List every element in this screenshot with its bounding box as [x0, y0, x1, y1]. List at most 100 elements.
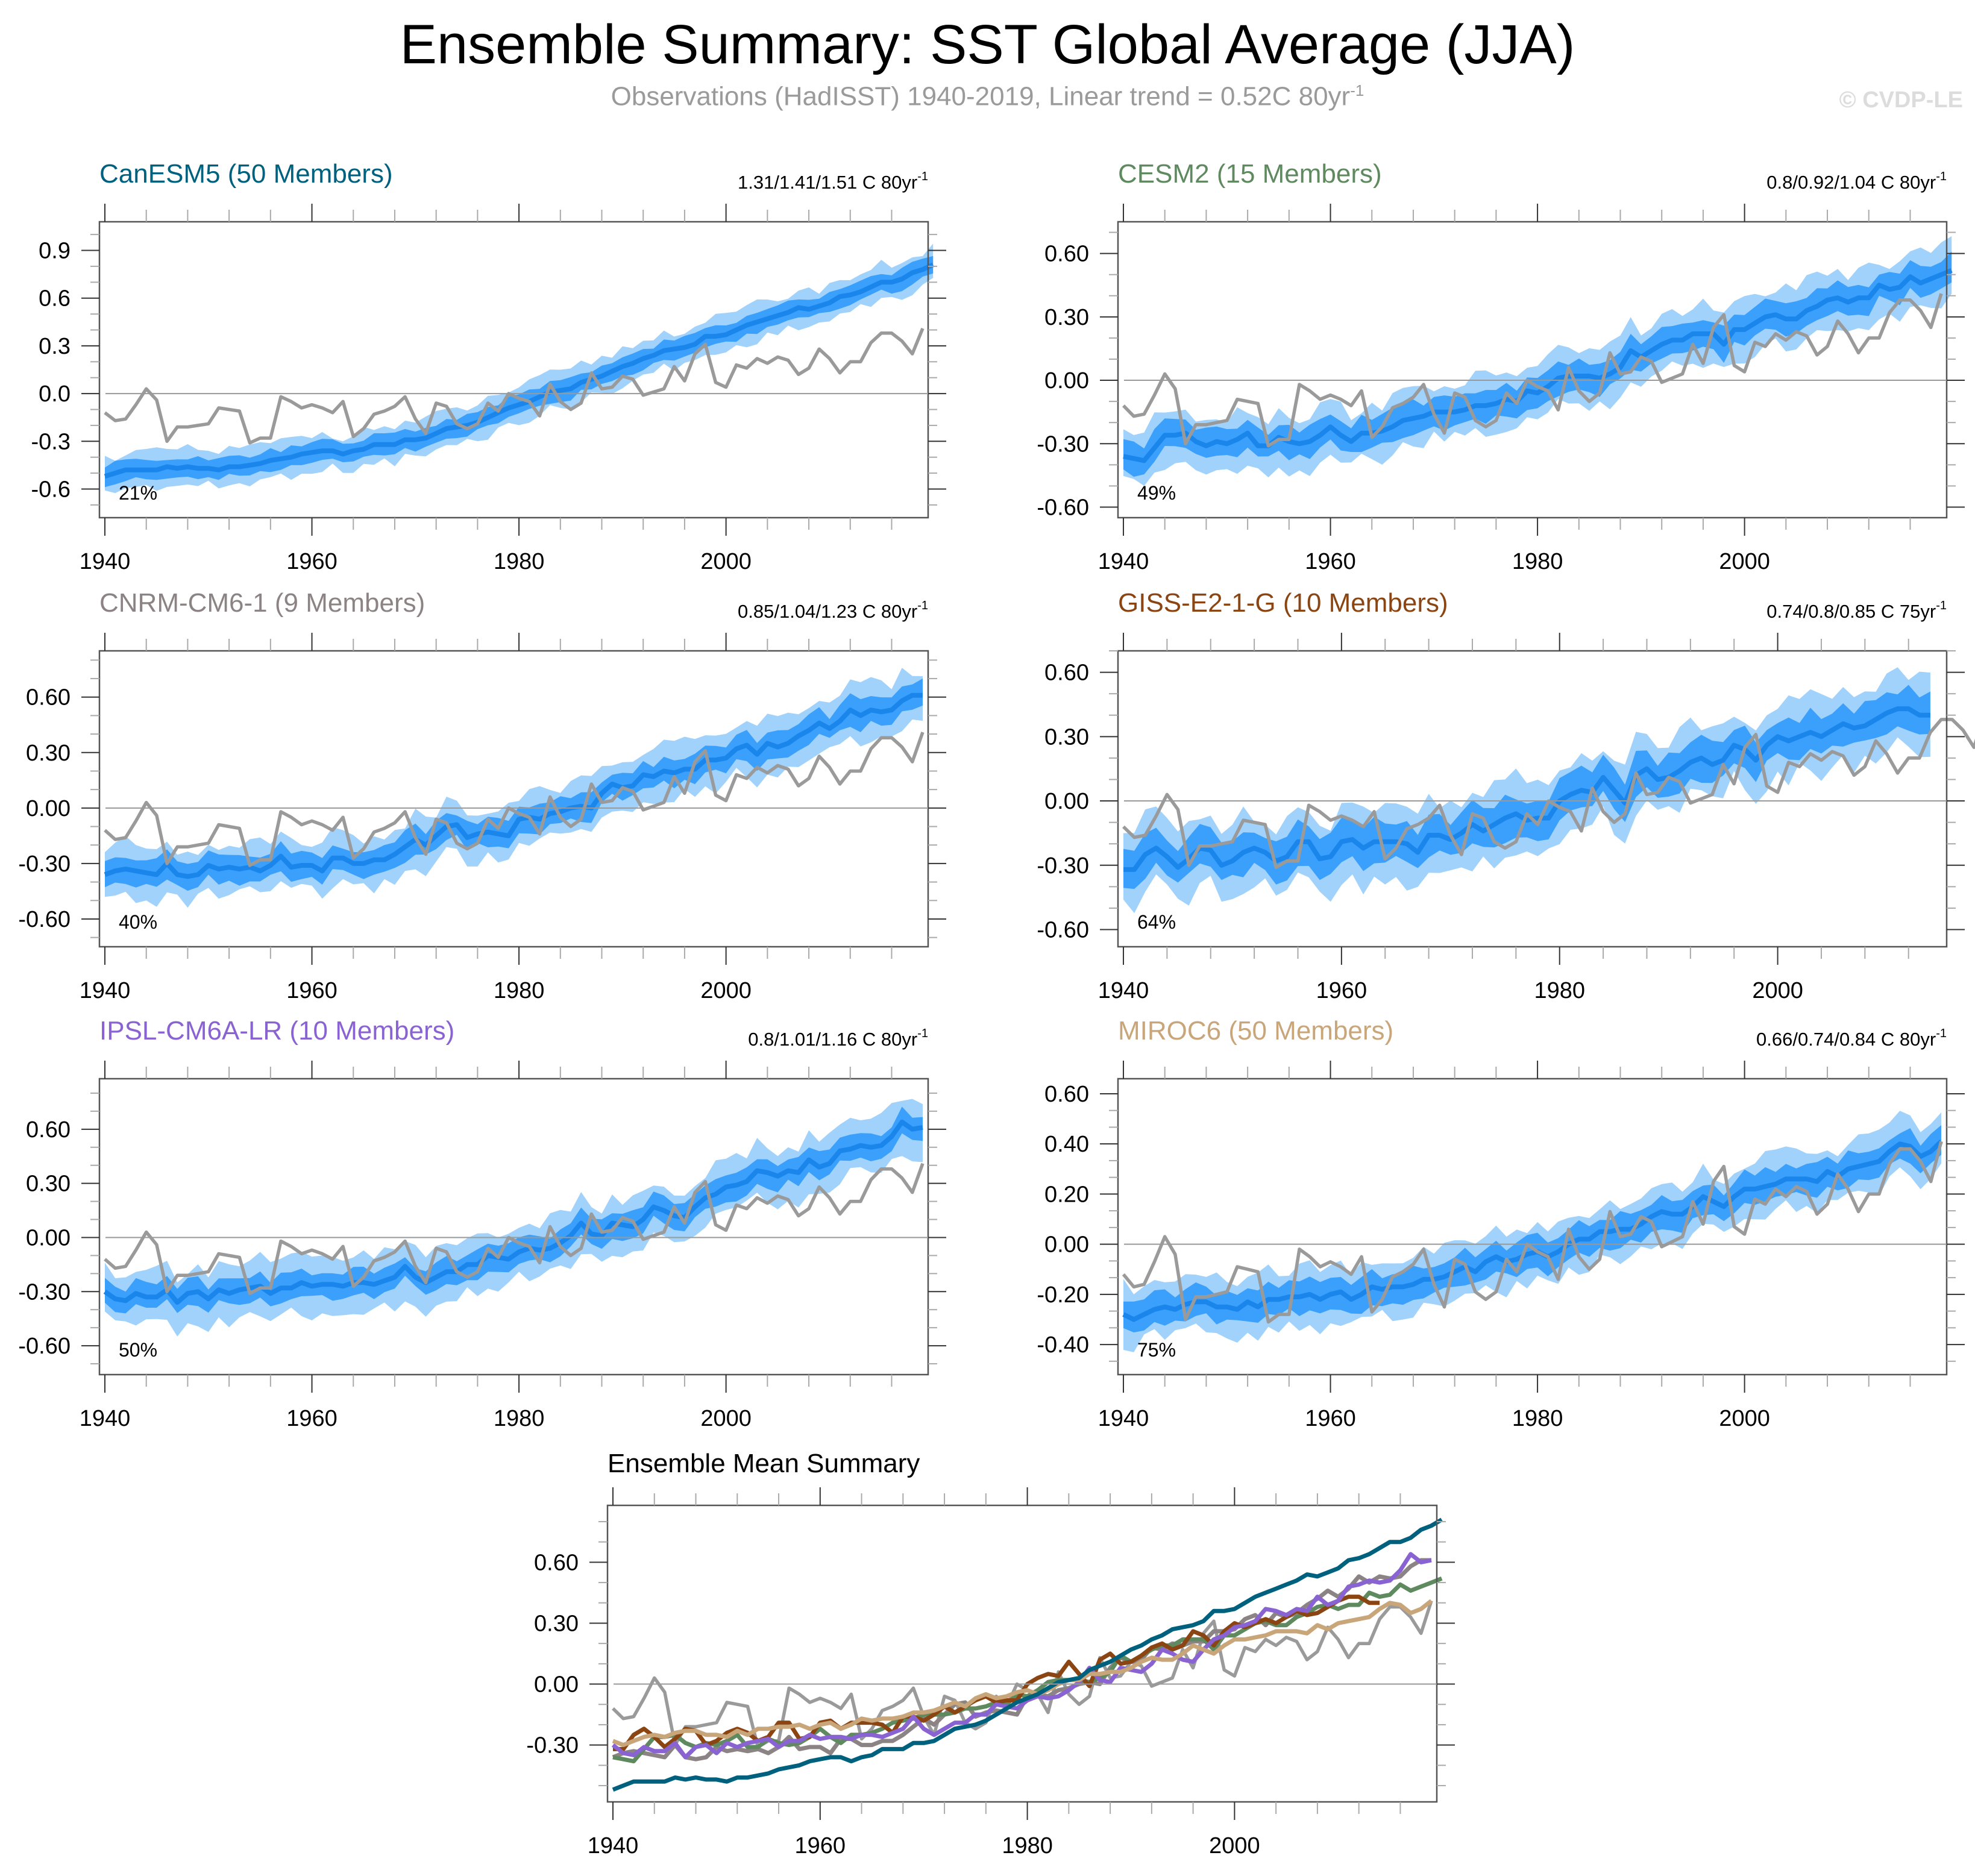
x-tick-label: 1960	[286, 549, 338, 574]
x-tick-label: 1960	[1305, 1406, 1356, 1431]
panel-title: CNRM-CM6-1 (9 Members)	[99, 588, 425, 618]
observations-line	[104, 327, 925, 445]
trend-superscript: -1	[1936, 170, 1947, 183]
y-tick-label: -0.3	[31, 429, 71, 454]
y-tick-label: 0.00	[1044, 789, 1089, 814]
x-tick-label: 1940	[80, 549, 131, 574]
x-tick-label: 2000	[700, 1406, 752, 1431]
x-tick-label: 1980	[1512, 1406, 1563, 1431]
trend-superscript: -1	[917, 170, 928, 183]
percent-label: 40%	[119, 911, 157, 933]
y-tick-label: 0.30	[1044, 724, 1089, 750]
trend-superscript: -1	[917, 1027, 928, 1040]
y-tick-label: 0.60	[26, 1117, 71, 1143]
trend-value: 0.74/0.8/0.85 C 75yr	[1766, 601, 1936, 622]
trend-superscript: -1	[917, 599, 928, 612]
x-tick-label: 1940	[1098, 1406, 1149, 1431]
ensemble-inner-band	[1123, 1125, 1941, 1332]
trend-label: 0.8/1.01/1.16 C 80yr-1	[748, 1027, 928, 1050]
trend-superscript: -1	[1936, 1027, 1947, 1040]
x-tick-label: 2000	[1719, 549, 1770, 574]
percent-label: 75%	[1137, 1339, 1176, 1361]
summary-line-cesm2	[612, 1576, 1443, 1764]
x-tick-label: 2000	[700, 978, 752, 1003]
y-tick-label: 0.60	[534, 1550, 579, 1575]
trend-value: 1.31/1.41/1.51 C 80yr	[738, 172, 917, 193]
y-tick-label: 0.6	[39, 286, 71, 312]
panel-miroc6: MIROC6 (50 Members) 0.66/0.74/0.84 C 80yr…	[1037, 1016, 1965, 1431]
y-tick-label: 0.30	[26, 741, 71, 766]
figure-title: Ensemble Summary: SST Global Average (JJ…	[400, 14, 1575, 75]
x-tick-label: 1980	[1002, 1833, 1053, 1859]
summary-line-giss-e2-1-g	[613, 1595, 1380, 1751]
x-tick-label: 1940	[1098, 978, 1149, 1003]
observations-line	[1122, 718, 1975, 870]
panel-title: CanESM5 (50 Members)	[99, 159, 393, 189]
percent-label: 64%	[1137, 911, 1176, 933]
x-tick-label: 1980	[1512, 549, 1563, 574]
x-tick-label: 1980	[494, 549, 545, 574]
ensemble-outer-band	[105, 668, 923, 908]
subtitle-superscript: -1	[1350, 81, 1364, 99]
x-tick-label: 2000	[1719, 1406, 1770, 1431]
observations-line	[104, 732, 925, 867]
plot-frame	[98, 1078, 929, 1376]
trend-label: 0.8/0.92/1.04 C 80yr-1	[1766, 170, 1947, 193]
panel-title: IPSL-CM6A-LR (10 Members)	[99, 1016, 454, 1046]
x-tick-label: 1940	[80, 978, 131, 1003]
y-tick-label: 0.20	[1044, 1182, 1089, 1207]
copyright-label: © CVDP-LE	[1839, 87, 1963, 113]
x-tick-label: 2000	[700, 549, 752, 574]
y-tick-label: 0.00	[534, 1672, 579, 1698]
percent-label: 21%	[119, 482, 157, 504]
y-tick-label: 0.00	[1044, 1232, 1089, 1258]
plot-frame	[1117, 1078, 1948, 1376]
y-tick-label: 0.00	[1044, 368, 1089, 394]
y-tick-label: -0.60	[18, 907, 71, 932]
ensemble-outer-band	[1123, 236, 1952, 486]
x-tick-label: 1980	[494, 1406, 545, 1431]
y-tick-label: 0.30	[534, 1611, 579, 1636]
panel-ensemble-mean-summary: Ensemble Mean Summary 1940 1960 1980 2000 -0.…	[526, 1449, 1455, 1859]
y-tick-label: 0.30	[1044, 305, 1089, 330]
ensemble-mean-line	[104, 692, 923, 879]
trend-superscript: -1	[1936, 599, 1947, 612]
y-tick-label: -0.30	[18, 852, 71, 877]
summary-line-ipsl-cm6a-lr	[611, 1552, 1432, 1760]
y-tick-label: -0.60	[18, 1334, 71, 1359]
panel-cesm2: CESM2 (15 Members) 0.8/0.92/1.04 C 80yr-1…	[1037, 159, 1965, 574]
trend-value: 0.66/0.74/0.84 C 80yr	[1756, 1029, 1936, 1050]
ensemble-mean-line	[104, 262, 934, 479]
x-tick-label: 1940	[588, 1833, 639, 1859]
ensemble-inner-band	[1123, 685, 1930, 889]
ensemble-inner-band	[105, 678, 923, 891]
plot-frame	[1117, 650, 1948, 948]
percent-label: 49%	[1137, 482, 1176, 504]
y-tick-label: 0.3	[39, 334, 71, 359]
x-tick-label: 1960	[286, 978, 338, 1003]
trend-label: 0.85/1.04/1.23 C 80yr-1	[738, 599, 928, 622]
observations-line	[1122, 1141, 1943, 1324]
ensemble-mean-line	[103, 1119, 923, 1305]
y-tick-label: -0.20	[1037, 1282, 1089, 1308]
x-tick-label: 1960	[286, 1406, 338, 1431]
panel-giss-e2-1-g: GISS-E2-1-G (10 Members) 0.74/0.8/0.85 C …	[1037, 588, 1975, 1003]
y-tick-label: 0.60	[1044, 1082, 1089, 1107]
trend-label: 0.74/0.8/0.85 C 75yr-1	[1766, 599, 1947, 622]
trend-label: 1.31/1.41/1.51 C 80yr-1	[738, 170, 928, 193]
y-tick-label: 0.9	[39, 239, 71, 264]
panel-title: Ensemble Mean Summary	[608, 1449, 920, 1478]
y-tick-label: 0.0	[39, 381, 71, 407]
ensemble-inner-band	[105, 256, 934, 488]
panel-ipsl-cm6a-lr: IPSL-CM6A-LR (10 Members) 0.8/1.01/1.16 C…	[18, 1016, 946, 1431]
panel-title: MIROC6 (50 Members)	[1118, 1016, 1393, 1046]
ensemble-inner-band	[1123, 251, 1952, 477]
y-tick-label: -0.60	[1037, 918, 1089, 943]
plot-frame	[606, 1504, 1438, 1803]
percent-label: 50%	[119, 1339, 157, 1361]
figure-subtitle: Observations (HadISST) 1940-2019, Linear…	[0, 81, 1975, 112]
x-tick-label: 1980	[1534, 978, 1585, 1003]
x-tick-label: 1960	[795, 1833, 846, 1859]
panel-canesm5: CanESM5 (50 Members) 1.31/1.41/1.51 C 80y…	[31, 159, 946, 574]
